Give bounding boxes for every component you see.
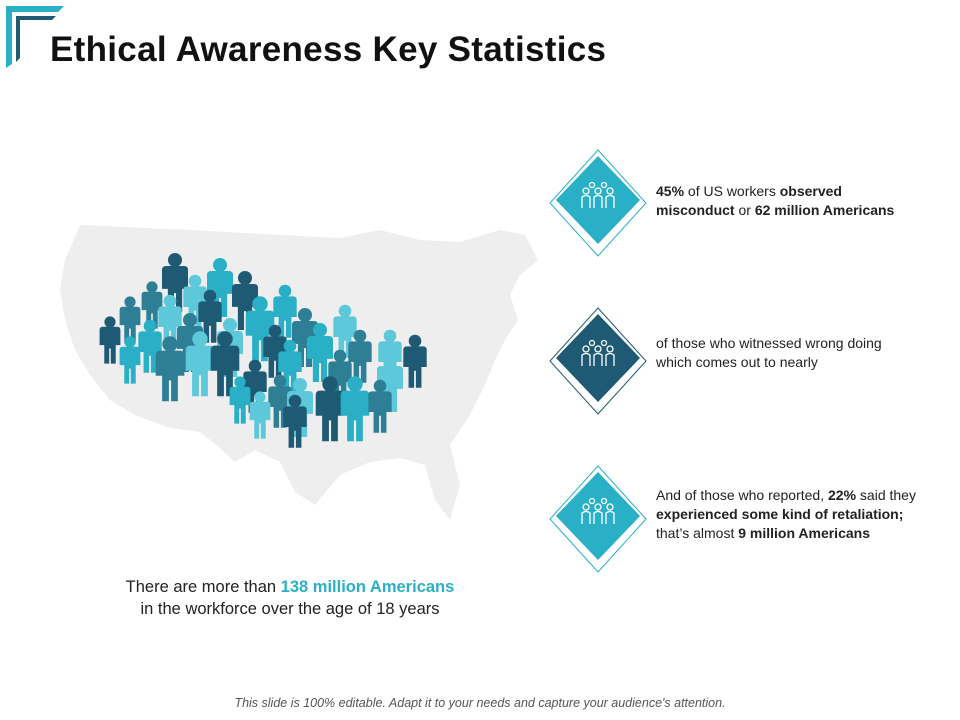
- person-figure: [348, 329, 372, 383]
- person-figure: [210, 331, 240, 397]
- people-group-icon: [549, 465, 647, 573]
- person-figure: [119, 336, 141, 384]
- caption-suffix: in the workforce over the age of 18 year…: [140, 600, 440, 618]
- person-figure: [229, 376, 251, 424]
- corner-bracket-decoration: [6, 6, 64, 68]
- page-title: Ethical Awareness Key Statistics: [50, 30, 607, 69]
- stat-block-3: And of those who reported, 22% said they…: [548, 464, 928, 574]
- stat-text-2: of those who witnessed wrong doing which…: [656, 335, 882, 370]
- workforce-caption: There are more than 138 million American…: [60, 576, 520, 620]
- person-figure: [185, 331, 215, 397]
- person-figure: [119, 296, 141, 344]
- person-figure: [340, 376, 370, 442]
- person-figure: [403, 334, 427, 388]
- people-group-icon: [549, 307, 647, 415]
- caption-prefix: There are more than: [125, 578, 281, 596]
- person-figure: [141, 281, 163, 329]
- person-figure: [368, 379, 392, 433]
- stat-text-1: 45% of US workers observed misconduct or…: [656, 183, 895, 218]
- person-figure: [283, 394, 307, 448]
- person-figure: [99, 316, 121, 364]
- stat-block-1: 45% of US workers observed misconduct or…: [548, 148, 928, 258]
- stat-block-2: of those who witnessed wrong doing which…: [548, 306, 928, 416]
- person-figure: [315, 376, 345, 442]
- stat-text-3: And of those who reported, 22% said they…: [656, 487, 916, 541]
- person-figure: [155, 336, 185, 402]
- caption-highlight: 138 million Americans: [280, 578, 455, 596]
- people-group-icon: [549, 149, 647, 257]
- usa-map-illustration: [40, 200, 560, 540]
- person-figure: [158, 294, 182, 348]
- person-figure: [198, 289, 222, 343]
- person-figure: [249, 391, 271, 439]
- person-figure: [307, 323, 333, 382]
- footer-note: This slide is 100% editable. Adapt it to…: [234, 696, 726, 710]
